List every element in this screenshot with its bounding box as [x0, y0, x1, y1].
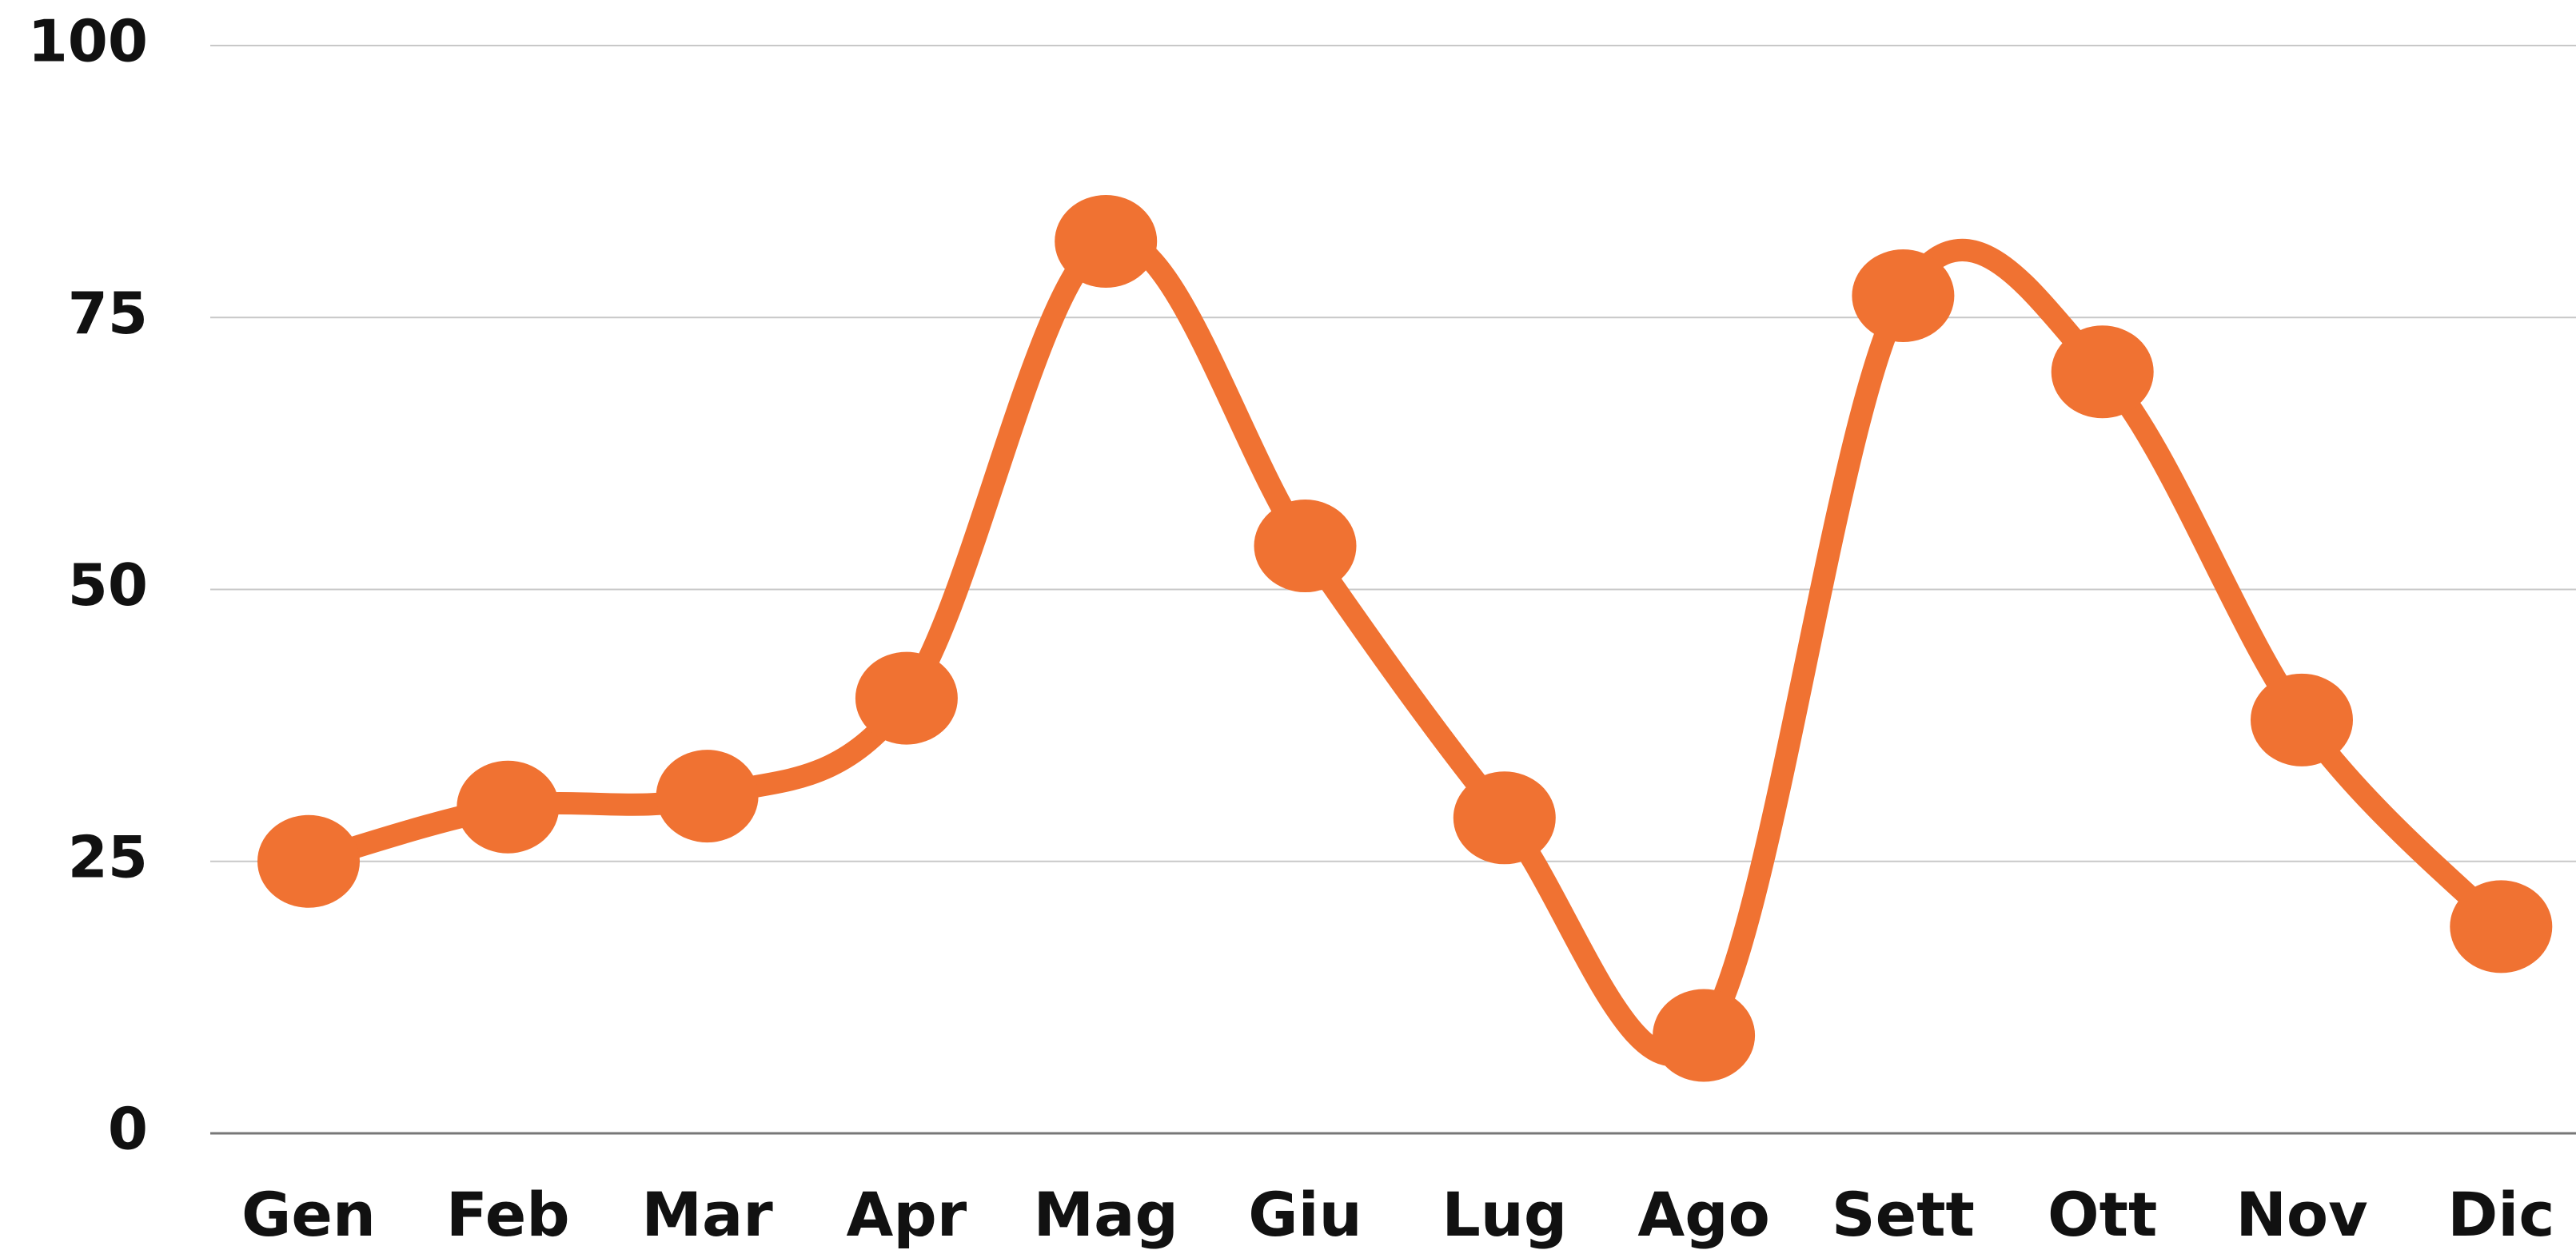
- point: [855, 651, 958, 745]
- x-tick-label: Ago: [1637, 1179, 1769, 1250]
- point: [656, 750, 759, 843]
- point: [1453, 771, 1556, 865]
- x-tick-label: Ott: [2048, 1179, 2157, 1250]
- x-tick-label: Sett: [1832, 1179, 1975, 1250]
- y-tick-label: 25: [68, 823, 148, 890]
- x-tick-label: Lug: [1442, 1179, 1567, 1250]
- point: [2051, 325, 2154, 419]
- x-tick-label: Nov: [2235, 1179, 2367, 1250]
- point: [1852, 249, 1955, 343]
- x-tick-label: Feb: [446, 1179, 570, 1250]
- point: [257, 814, 360, 908]
- y-tick-label: 75: [68, 280, 148, 347]
- y-tick-label: 100: [28, 8, 148, 75]
- x-tick-label: Mag: [1034, 1179, 1178, 1250]
- point: [2251, 673, 2353, 766]
- y-tick-label: 0: [108, 1096, 148, 1163]
- x-tick-label: Gen: [241, 1179, 376, 1250]
- point: [1055, 194, 1158, 288]
- point: [1653, 989, 1756, 1082]
- y-tick-label: 50: [68, 551, 148, 619]
- x-tick-label: Mar: [641, 1179, 773, 1250]
- point: [457, 760, 560, 854]
- point: [1254, 500, 1357, 593]
- x-tick-label: Dic: [2447, 1179, 2554, 1250]
- x-tick-label: Apr: [847, 1179, 967, 1250]
- line: [297, 228, 2513, 1067]
- point: [2450, 880, 2553, 973]
- x-tick-label: Giu: [1248, 1179, 1362, 1250]
